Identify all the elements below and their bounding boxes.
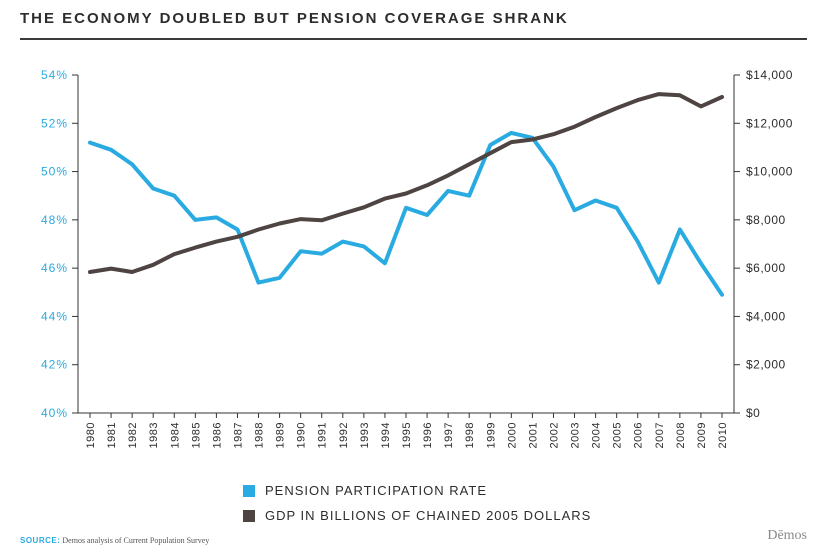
y-right-tick-label: $0 [746, 406, 760, 420]
y-right-tick-label: $2,000 [746, 358, 786, 372]
x-tick-label: 2000 [506, 422, 518, 448]
y-right-tick-label: $8,000 [746, 213, 786, 227]
pension-participation-line [88, 130, 724, 297]
x-tick-label: 2009 [696, 422, 708, 448]
y-left-tick-label: 40% [41, 406, 68, 420]
chart-title: THE ECONOMY DOUBLED BUT PENSION COVERAGE… [20, 10, 569, 27]
x-tick-label: 2003 [570, 422, 582, 448]
legend-swatch-pension [243, 484, 255, 497]
y-left-tick-label: 50% [41, 165, 68, 179]
x-tick-label: 1993 [359, 422, 371, 448]
x-tick-label: 1995 [401, 422, 413, 448]
y-right-tick-label: $12,000 [746, 116, 793, 130]
x-tick-label: 1991 [317, 422, 329, 448]
x-tick-label: 2006 [633, 422, 645, 448]
source-text: Demos analysis of Current Population Sur… [62, 536, 210, 545]
y-right-tick-label: $10,000 [746, 165, 793, 179]
legend-label-gdp: GDP IN BILLIONS OF CHAINED 2005 DOLLARS [265, 508, 592, 524]
legend-item-pension: PENSION PARTICIPATION RATE [243, 482, 487, 498]
x-tick-label: 1996 [422, 422, 434, 448]
x-tick-label: 2001 [527, 422, 539, 448]
x-tick-label: 2010 [717, 422, 729, 448]
x-tick-label: 1980 [85, 422, 97, 448]
y-left-tick-label: 44% [41, 309, 68, 323]
x-tick-label: 2008 [675, 422, 687, 448]
y-left-tick-label: 48% [41, 213, 68, 227]
y-right-tick-label: $6,000 [746, 261, 786, 275]
legend-label-pension: PENSION PARTICIPATION RATE [265, 483, 487, 499]
x-tick-label: 1997 [443, 422, 455, 448]
x-tick-label: 1987 [232, 422, 244, 448]
x-tick-label: 1983 [148, 422, 160, 448]
line-chart: 40% $0 42% $2,000 44% $4,000 46% $6,000 48% $8,00… [41, 68, 793, 448]
x-tick-label: 1999 [485, 422, 497, 448]
legend-item-gdp: GDP IN BILLIONS OF CHAINED 2005 DOLLARS [243, 507, 591, 523]
x-tick-label: 1990 [296, 422, 308, 448]
x-tick-label: 2005 [612, 422, 624, 448]
y-left-tick-label: 42% [41, 358, 68, 372]
source-note: SOURCE: Demos analysis of Current Popula… [20, 536, 209, 545]
y-right-tick-label: $4,000 [746, 309, 786, 323]
x-tick-label: 1981 [106, 422, 118, 448]
y-left-tick-label: 54% [41, 68, 68, 82]
x-tick-label: 1985 [190, 422, 202, 448]
x-tick-label: 1994 [380, 422, 392, 448]
title-divider [20, 38, 807, 40]
x-tick-label: 1992 [338, 422, 350, 448]
y-left-tick-label: 46% [41, 261, 68, 275]
x-tick-label: 2007 [654, 422, 666, 448]
demos-logo: Dēmos [767, 528, 807, 543]
x-tick-label: 1982 [127, 422, 139, 448]
y-right-tick-label: $14,000 [746, 68, 793, 82]
x-tick-label: 1989 [275, 422, 287, 448]
x-tick-label: 1998 [464, 422, 476, 448]
x-tick-label: 2004 [591, 422, 603, 448]
legend-swatch-gdp [243, 509, 255, 522]
y-left-tick-label: 52% [41, 116, 68, 130]
gdp-line [88, 92, 724, 274]
source-label: SOURCE: [20, 536, 61, 545]
x-tick-label: 1984 [169, 422, 181, 448]
x-tick-label: 1986 [211, 422, 223, 448]
x-tick-label: 2002 [548, 422, 560, 448]
x-tick-label: 1988 [254, 422, 266, 448]
